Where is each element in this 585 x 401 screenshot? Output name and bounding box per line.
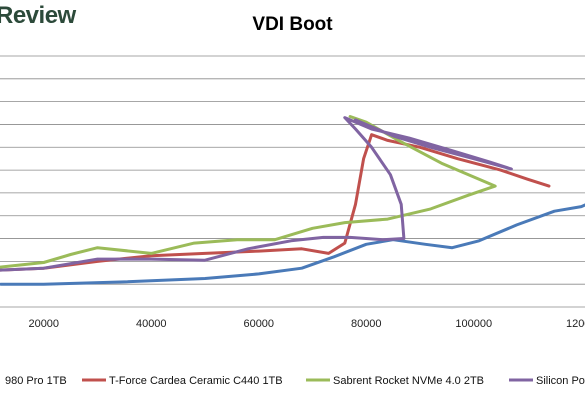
x-tick-label: 60000 — [243, 318, 274, 330]
x-tick-label: 100000 — [455, 318, 492, 330]
series-lines — [0, 115, 585, 286]
x-tick-label: 40000 — [136, 318, 167, 330]
legend-entry: Sabrent Rocket NVMe 4.0 2TB — [333, 375, 484, 387]
series-line — [0, 203, 585, 286]
legend-entry: T-Force Cardea Ceramic C440 1TB — [109, 375, 283, 387]
x-tick-label: 80000 — [351, 318, 382, 330]
legend: 980 Pro 1TB T-Force Cardea Ceramic C440 1… — [5, 375, 585, 387]
gridlines — [0, 55, 585, 308]
series-line — [0, 115, 497, 269]
legend-entry: 980 Pro 1TB — [5, 375, 67, 387]
series-line — [0, 116, 513, 272]
site-logo: Review — [0, 2, 76, 29]
x-tick-label: 12000 — [566, 318, 585, 330]
x-axis-ticks: 20000 40000 60000 80000 100000 12000 — [28, 318, 585, 330]
series-line — [0, 133, 551, 272]
legend-entry: Silicon Power — [536, 375, 585, 387]
x-tick-label: 20000 — [28, 318, 59, 330]
chart-title: VDI Boot — [252, 14, 333, 35]
